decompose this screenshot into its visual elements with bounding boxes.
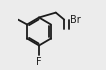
Text: F: F: [36, 57, 42, 67]
Text: Br: Br: [70, 15, 81, 25]
